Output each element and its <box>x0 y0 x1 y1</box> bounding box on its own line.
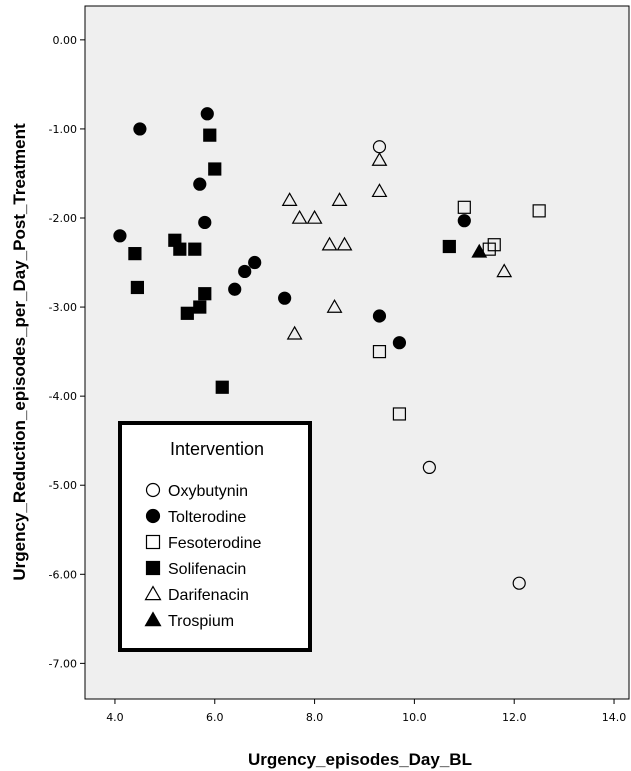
point-solifenacin <box>173 242 187 256</box>
point-solifenacin <box>203 128 217 142</box>
legend-label-solifenacin: Solifenacin <box>168 561 246 578</box>
point-tolterodine <box>133 122 147 136</box>
legend-label-fesoterodine: Fesoterodine <box>168 535 261 552</box>
legend-marker-fesoterodine <box>145 534 161 550</box>
point-fesoterodine <box>482 242 496 256</box>
point-tolterodine <box>193 177 207 191</box>
legend-label-trospium: Trospium <box>168 613 234 630</box>
point-tolterodine <box>228 282 242 296</box>
legend-label-tolterodine: Tolterodine <box>168 509 246 526</box>
point-tolterodine <box>248 255 262 270</box>
point-darifenacin <box>321 236 338 251</box>
point-darifenacin <box>286 325 303 340</box>
point-fesoterodine <box>532 204 546 218</box>
y-tick-label: -2.00 <box>49 212 77 225</box>
point-darifenacin <box>281 192 298 206</box>
point-darifenacin <box>331 192 348 206</box>
legend-label-darifenacin: Darifenacin <box>168 587 249 604</box>
y-tick-label: -6.00 <box>49 568 77 581</box>
point-solifenacin <box>180 306 194 320</box>
y-tick-label: -4.00 <box>49 390 77 403</box>
x-axis-title: Urgency_episodes_Day_BL <box>248 750 472 769</box>
point-solifenacin <box>208 162 222 176</box>
point-oxybutynin <box>512 576 526 590</box>
point-darifenacin <box>496 263 513 278</box>
x-tick-label: 4.0 <box>106 711 124 724</box>
legend-marker-oxybutynin <box>145 482 161 498</box>
point-tolterodine <box>113 229 127 243</box>
x-tick-label: 10.0 <box>402 711 427 724</box>
point-solifenacin <box>193 300 207 314</box>
y-tick-label: -3.00 <box>49 301 77 314</box>
point-oxybutynin <box>422 460 436 475</box>
point-tolterodine <box>198 215 212 230</box>
x-tick-label: 14.0 <box>602 711 627 724</box>
point-fesoterodine <box>487 238 501 252</box>
legend-marker-trospium <box>144 611 162 627</box>
point-solifenacin <box>188 242 202 256</box>
point-tolterodine <box>200 107 214 121</box>
point-fesoterodine <box>457 200 471 214</box>
point-darifenacin <box>306 209 323 224</box>
point-tolterodine <box>392 336 407 350</box>
point-tolterodine <box>372 309 387 323</box>
y-tick-label: 0.00 <box>53 34 78 47</box>
y-axis: 0.00 -1.00 -2.00 -3.00 -4.00 -5.00 -6.00 -7.00 <box>49 34 85 670</box>
x-tick-label: 12.0 <box>502 711 527 724</box>
point-fesoterodine <box>392 407 407 421</box>
point-solifenacin <box>215 380 229 394</box>
legend-box <box>118 421 312 652</box>
point-darifenacin <box>371 183 388 198</box>
y-tick-label: -1.00 <box>49 123 77 136</box>
point-darifenacin <box>326 298 343 313</box>
legend: Intervention Oxybutynin Tolterodine Fesote… <box>118 421 312 652</box>
legend-marker-darifenacin <box>144 585 162 601</box>
legend-marker-tolterodine <box>145 508 161 524</box>
point-fesoterodine <box>372 345 387 359</box>
point-tolterodine <box>278 291 292 305</box>
y-tick-label: -7.00 <box>49 657 77 670</box>
point-darifenacin <box>291 209 308 224</box>
x-tick-label: 8.0 <box>306 711 324 724</box>
y-tick-label: -5.00 <box>49 479 77 492</box>
x-tick-label: 6.0 <box>206 711 224 724</box>
y-axis-title: Urgency_Reduction_episodes_per_Day_Post_… <box>10 123 29 581</box>
point-tolterodine <box>457 214 471 228</box>
point-solifenacin <box>198 287 212 301</box>
x-axis: 4.0 6.0 8.0 10.0 12.0 14.0 <box>106 699 626 724</box>
point-tolterodine <box>238 264 252 279</box>
point-darifenacin <box>336 236 353 251</box>
legend-label-oxybutynin: Oxybutynin <box>168 483 248 500</box>
point-solifenacin <box>442 239 456 254</box>
data-points <box>113 107 546 590</box>
point-trospium <box>471 243 488 258</box>
legend-marker-solifenacin <box>145 560 161 576</box>
point-darifenacin <box>371 151 388 166</box>
legend-title: Intervention <box>170 439 264 459</box>
point-solifenacin <box>128 247 142 261</box>
point-solifenacin <box>130 280 145 295</box>
